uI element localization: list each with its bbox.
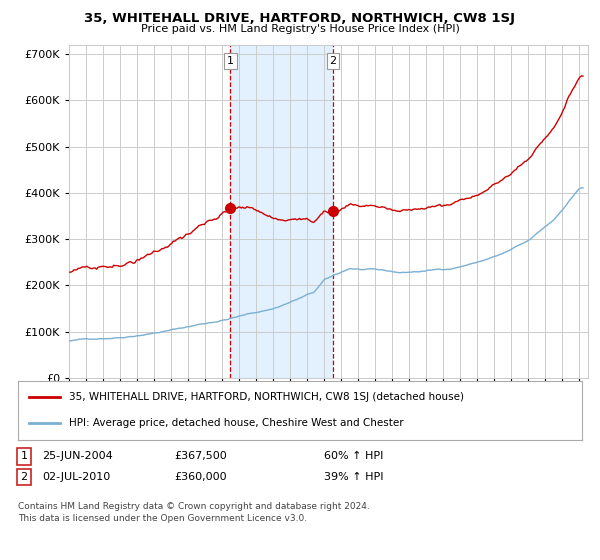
- Text: Price paid vs. HM Land Registry's House Price Index (HPI): Price paid vs. HM Land Registry's House …: [140, 24, 460, 34]
- Text: 60% ↑ HPI: 60% ↑ HPI: [324, 451, 383, 461]
- Text: 02-JUL-2010: 02-JUL-2010: [42, 472, 110, 482]
- Text: 39% ↑ HPI: 39% ↑ HPI: [324, 472, 383, 482]
- Bar: [230, 45, 333, 378]
- Text: 1: 1: [227, 56, 234, 66]
- Text: 35, WHITEHALL DRIVE, HARTFORD, NORTHWICH, CW8 1SJ (detached house): 35, WHITEHALL DRIVE, HARTFORD, NORTHWICH…: [69, 392, 464, 402]
- Text: £367,500: £367,500: [174, 451, 227, 461]
- Text: 2: 2: [329, 56, 337, 66]
- Text: 2: 2: [20, 472, 28, 482]
- Text: HPI: Average price, detached house, Cheshire West and Chester: HPI: Average price, detached house, Ches…: [69, 418, 403, 428]
- Text: 1: 1: [20, 451, 28, 461]
- Text: 25-JUN-2004: 25-JUN-2004: [42, 451, 113, 461]
- Text: 35, WHITEHALL DRIVE, HARTFORD, NORTHWICH, CW8 1SJ: 35, WHITEHALL DRIVE, HARTFORD, NORTHWICH…: [85, 12, 515, 25]
- Text: Contains HM Land Registry data © Crown copyright and database right 2024.
This d: Contains HM Land Registry data © Crown c…: [18, 502, 370, 523]
- Text: £360,000: £360,000: [174, 472, 227, 482]
